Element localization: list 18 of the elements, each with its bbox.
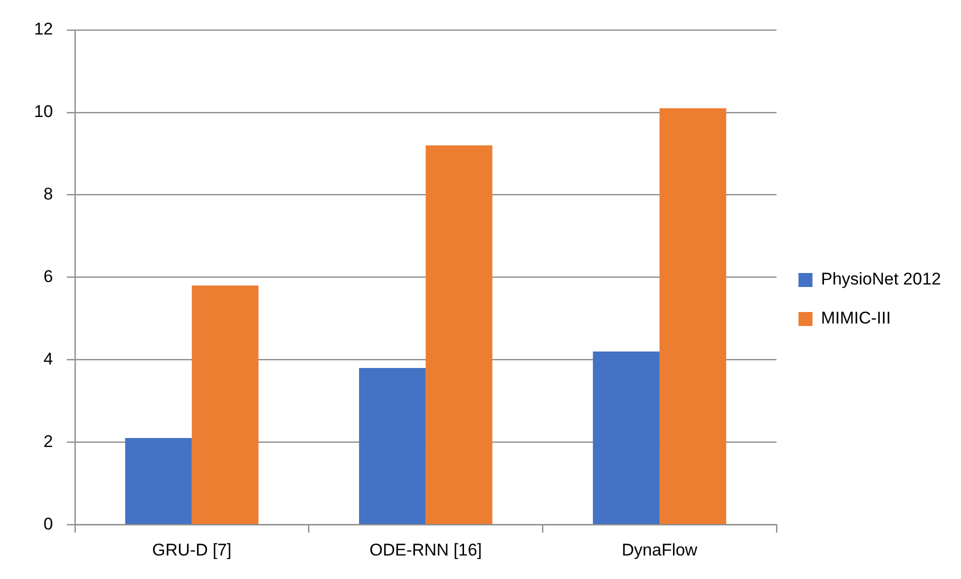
- bar: [125, 438, 192, 524]
- legend-label: MIMIC-III: [820, 308, 891, 328]
- x-tick-label: DynaFlow: [622, 540, 698, 560]
- bar: [192, 286, 258, 524]
- y-tick-label: 4: [43, 349, 53, 368]
- y-tick-label: 2: [43, 432, 53, 451]
- x-tick-label: GRU-D [7]: [152, 540, 232, 560]
- y-tick-label: 8: [43, 184, 53, 204]
- bar: [660, 108, 726, 524]
- x-tick-label: ODE-RNN [16]: [369, 540, 482, 560]
- y-tick-label: 0: [43, 514, 53, 534]
- y-tick-label: 12: [34, 20, 53, 39]
- bar: [426, 145, 492, 524]
- legend-label: PhysioNet 2012: [820, 270, 942, 289]
- bar: [359, 368, 426, 524]
- y-tick-label: 10: [34, 102, 53, 122]
- y-tick-label: 6: [43, 266, 53, 286]
- bar: [592, 351, 660, 524]
